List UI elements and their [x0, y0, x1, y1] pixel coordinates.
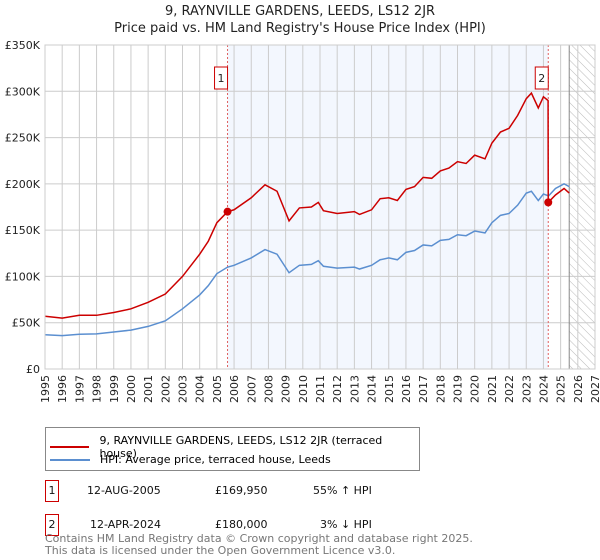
- x-tick-label: 2015: [383, 375, 396, 403]
- sale-row: 1 12-AUG-2005 £169,950 55% ↑ HPI: [45, 480, 600, 502]
- x-tick-label: 1996: [56, 375, 69, 403]
- x-tick-label: 2010: [297, 375, 310, 403]
- x-tick-label: 2026: [572, 375, 585, 403]
- x-tick-label: 1997: [73, 375, 86, 403]
- footer: Contains HM Land Registry data © Crown c…: [45, 533, 473, 557]
- legend: 9, RAYNVILLE GARDENS, LEEDS, LS12 2JR (t…: [45, 427, 420, 471]
- sale-date: 12-APR-2024: [90, 518, 162, 531]
- x-tick-label: 2019: [452, 375, 465, 403]
- x-tick-label: 2006: [228, 375, 241, 403]
- x-tick-label: 2002: [159, 375, 172, 403]
- legend-blue-line: [50, 458, 90, 461]
- x-tick-label: 2000: [125, 375, 138, 403]
- x-tick-label: 2020: [469, 375, 482, 403]
- sale-marker: 2: [45, 514, 59, 536]
- x-tick-label: 2013: [348, 375, 361, 403]
- sale-point: [223, 207, 232, 216]
- y-tick-label: £350K: [5, 39, 41, 52]
- x-tick-label: 2001: [142, 375, 155, 403]
- y-tick-label: £50K: [12, 317, 41, 330]
- footer-line2: This data is licensed under the Open Gov…: [45, 544, 396, 557]
- chart-subtitle: Price paid vs. HM Land Registry's House …: [114, 21, 486, 36]
- x-tick-label: 2005: [211, 375, 224, 403]
- x-tick-label: 2003: [177, 375, 190, 403]
- x-tick-label: 1995: [39, 375, 52, 403]
- x-tick-label: 2017: [417, 375, 430, 403]
- x-tick-label: 2009: [280, 375, 293, 403]
- y-tick-label: £0: [26, 363, 40, 376]
- x-tick-label: 2021: [486, 375, 499, 403]
- footer-line1: Contains HM Land Registry data © Crown c…: [45, 532, 473, 545]
- x-tick-label: 2022: [503, 375, 516, 403]
- x-tick-label: 2012: [331, 375, 344, 403]
- x-tick-label: 2014: [366, 375, 379, 403]
- forecast-hatch: [569, 45, 595, 369]
- y-tick-label: £150K: [5, 224, 41, 237]
- legend-label-property: 9, RAYNVILLE GARDENS, LEEDS, LS12 2JR (t…: [99, 434, 383, 460]
- sale-row: 2 12-APR-2024 £180,000 3% ↓ HPI: [45, 514, 600, 536]
- chart-title: 9, RAYNVILLE GARDENS, LEEDS, LS12 2JR: [164, 4, 436, 19]
- x-tick-label: 2023: [520, 375, 533, 403]
- annotation-box: [214, 66, 229, 90]
- x-tick-label: 2016: [400, 375, 413, 403]
- sale-hpi: 3% ↓ HPI: [320, 518, 372, 531]
- sale-price: £169,950: [215, 484, 268, 497]
- sale-hpi: 55% ↑ HPI: [313, 484, 372, 497]
- y-tick-label: £100K: [5, 270, 41, 283]
- annotation-box: [534, 66, 549, 90]
- sale-marker: 1: [45, 480, 59, 502]
- legend-label-hpi: HPI: Average price, terraced house, Leed…: [100, 453, 331, 466]
- x-tick-label: 1998: [91, 375, 104, 403]
- series-line: [44, 91, 570, 319]
- sale-period-shade: [227, 45, 549, 369]
- x-tick-label: 2024: [537, 375, 550, 403]
- x-tick-label: 2027: [589, 375, 600, 403]
- sale-date: 12-AUG-2005: [87, 484, 161, 497]
- plot-border: [44, 44, 596, 370]
- x-tick-label: 2018: [434, 375, 447, 403]
- sale-point: [544, 198, 553, 207]
- x-tick-label: 2011: [314, 375, 327, 403]
- x-tick-label: 1999: [108, 375, 121, 403]
- annotation-label: 2: [538, 72, 545, 85]
- y-tick-label: £200K: [5, 178, 41, 191]
- y-tick-label: £250K: [5, 132, 41, 145]
- sale-price: £180,000: [215, 518, 268, 531]
- x-tick-label: 2007: [245, 375, 258, 403]
- x-tick-label: 2025: [555, 375, 568, 403]
- legend-red-line: [50, 446, 90, 448]
- chart: 1995 1996 1997 1998 1999 2000 2001 2002 2003 2004…: [5, 39, 600, 403]
- x-tick-label: 2008: [262, 375, 275, 403]
- series-line: [44, 183, 570, 337]
- x-tick-label: 2004: [194, 375, 207, 403]
- annotation-label: 1: [218, 72, 225, 85]
- y-tick-label: £300K: [5, 85, 41, 98]
